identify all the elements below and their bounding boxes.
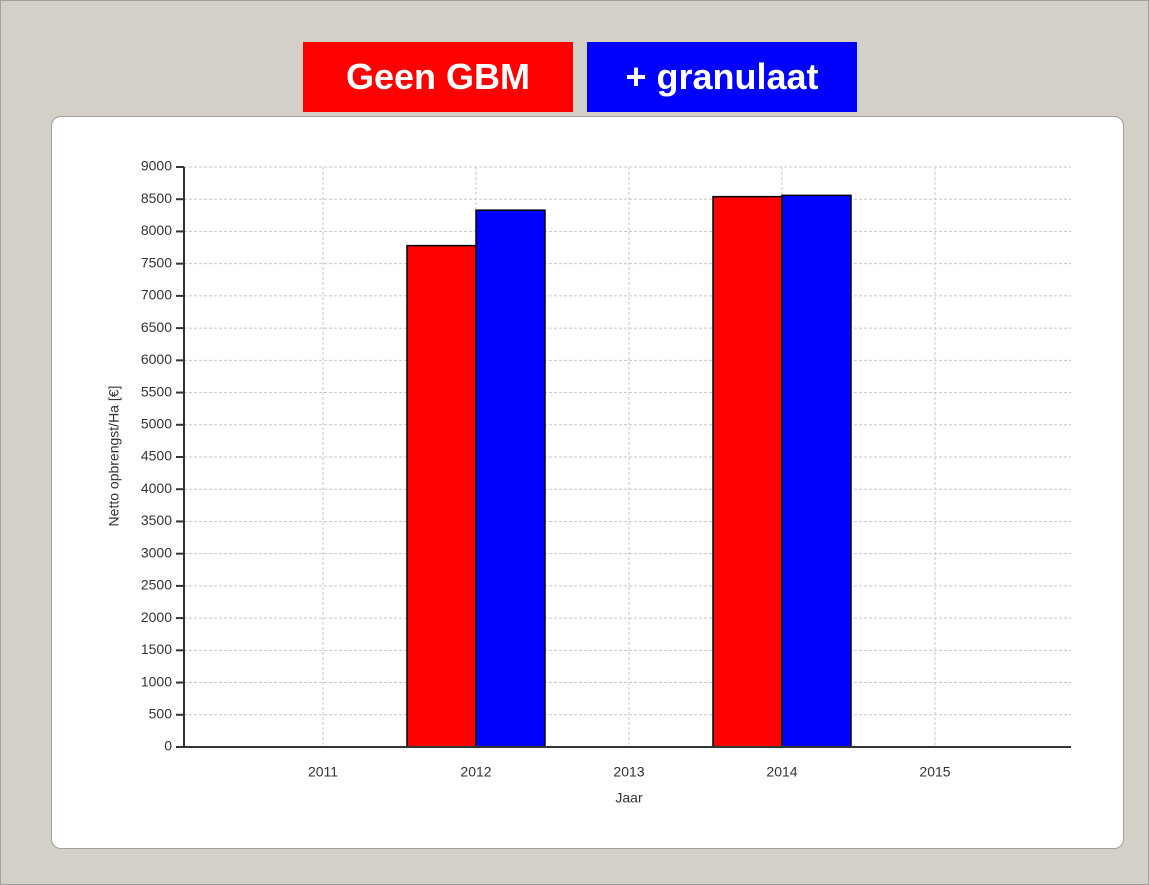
y-tick-label: 2000 (141, 609, 172, 625)
bar (712, 195, 783, 748)
y-tick-label: 7500 (141, 254, 172, 270)
y-tick-label: 4000 (141, 480, 172, 496)
bar (406, 244, 477, 748)
x-axis-label: Jaar (615, 790, 643, 806)
y-tick-label: 1500 (141, 641, 172, 657)
legend-entry: + granulaat (587, 42, 857, 112)
y-tick-label: 500 (149, 705, 173, 721)
y-tick-label: 8500 (141, 190, 172, 206)
bar (475, 209, 546, 748)
x-tick-label: 2014 (766, 764, 797, 780)
y-tick-label: 9000 (141, 158, 172, 174)
y-axis-label: Netto opbrengst/Ha [€] (106, 386, 122, 527)
y-tick-label: 6000 (141, 351, 172, 367)
legend-entry: Geen GBM (303, 42, 573, 112)
y-tick-label: 7000 (141, 287, 172, 303)
y-tick-label: 5000 (141, 415, 172, 431)
bar (781, 194, 852, 748)
y-tick-label: 3000 (141, 544, 172, 560)
y-tick-label: 2500 (141, 577, 172, 593)
y-tick-label: 4500 (141, 448, 172, 464)
y-tick-label: 8000 (141, 222, 172, 238)
x-tick-label: 2011 (308, 764, 338, 780)
y-tick-label: 1000 (141, 673, 172, 689)
x-tick-label: 2015 (919, 764, 950, 780)
y-tick-label: 0 (164, 738, 172, 754)
x-tick-label: 2013 (613, 764, 644, 780)
y-tick-label: 5500 (141, 383, 172, 399)
x-tick-label: 2012 (460, 764, 491, 780)
chart-panel (51, 116, 1124, 849)
y-tick-label: 3500 (141, 512, 172, 528)
y-tick-label: 6500 (141, 319, 172, 335)
